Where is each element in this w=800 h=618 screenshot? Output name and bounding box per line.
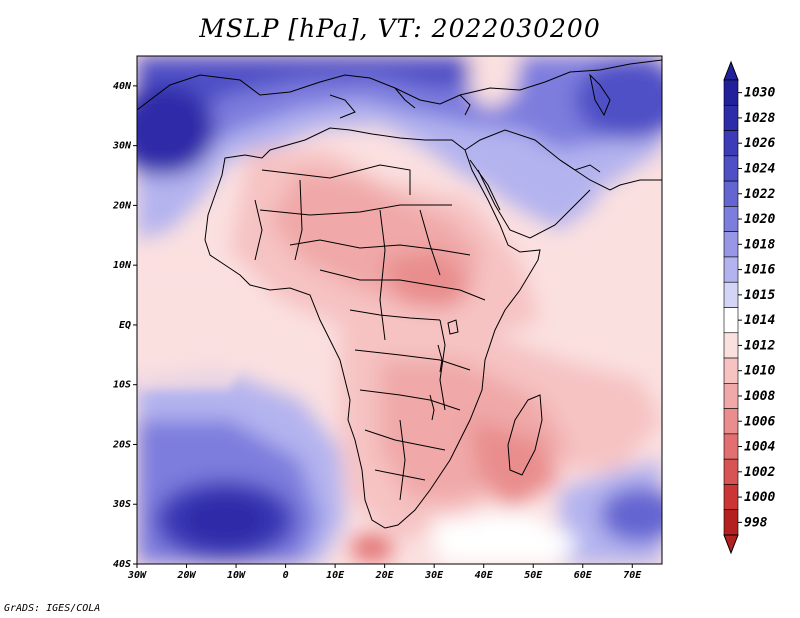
colorbar-label: 1022 [744,187,775,202]
colorbar-swatch [723,509,739,536]
pressure-field [137,56,662,564]
colorbar-swatch [723,458,739,485]
colorbar-bottom-arrow [723,534,739,555]
y-tick-label: 30S [112,499,131,510]
coastlines [137,59,662,529]
y-axis: 40S 30S 20S 10S EQ 10N 20N 30N 40N [112,81,137,570]
colorbar-label: 1016 [744,263,775,278]
colorbar-swatch [723,180,739,207]
y-tick-label: 30N [112,141,132,152]
colorbar-label: 1000 [744,490,775,505]
colorbar-swatch [723,79,739,106]
x-tick-label: 30W [127,570,147,581]
colorbar-swatch [723,155,739,182]
colorbar-swatch [723,408,739,435]
colorbar-label: 1018 [744,237,775,252]
colorbar-label: 1020 [744,212,775,227]
map-frame [136,55,663,565]
y-tick-label: 20S [112,439,131,450]
colorbar-label: 1012 [744,338,775,353]
colorbar-label: 1026 [744,136,775,151]
credit-text: GrADS: IGES/COLA [4,603,101,614]
colorbar-swatch [723,281,739,308]
colorbar-swatch [723,104,739,131]
colorbar-label: 1030 [744,86,775,101]
y-tick-label: 40N [113,81,132,92]
y-tick-label: 20N [112,200,132,211]
colorbar-swatch [723,484,739,511]
colorbar-swatch [723,307,739,334]
colorbar-label: 1004 [744,440,775,455]
colorbar-label: 1015 [744,288,775,303]
colorbar-label: 1010 [744,364,775,379]
x-tick-label: 50E [524,570,543,581]
x-tick-label: 20E [375,570,395,581]
colorbar-swatch [723,357,739,384]
colorbar-swatch [723,433,739,460]
y-tick-label: EQ [119,320,131,331]
y-tick-label: 40S [113,559,131,570]
y-tick-label: 10N [113,260,132,271]
colorbar-label: 1002 [744,465,775,480]
colorbar-swatch [723,130,739,157]
x-tick-label: 10E [326,570,345,581]
x-tick-label: 70E [623,570,642,581]
x-tick-label: 40E [475,570,494,581]
colorbar-label: 1028 [744,111,775,126]
x-axis: 30W 20W 10W 0 10E 20E 30E 40E 50E 60E 70E [127,564,642,581]
colorbar-label: 1008 [744,389,775,404]
colorbar-label: 1024 [744,161,775,176]
colorbar-swatch [723,206,739,232]
colorbar: 1030 1028 1026 1024 1022 1020 1018 1016 1015 1014… [723,60,775,555]
colorbar-top-arrow [723,60,739,81]
x-tick-label: 30E [424,570,444,581]
colorbar-swatch [723,256,739,283]
colorbar-label: 1006 [744,414,775,429]
colorbar-swatch [723,332,739,359]
x-tick-label: 20W [176,570,196,581]
x-tick-label: 60E [574,570,593,581]
map-title: MSLP [hPa], VT: 2022030200 [199,14,601,43]
colorbar-swatch [723,231,739,258]
colorbar-swatch [723,383,739,409]
x-tick-label: 10W [227,570,246,581]
colorbar-label: 998 [744,515,768,530]
y-tick-label: 10S [113,380,131,391]
x-tick-label: 0 [283,570,289,581]
colorbar-label: 1014 [744,313,775,328]
